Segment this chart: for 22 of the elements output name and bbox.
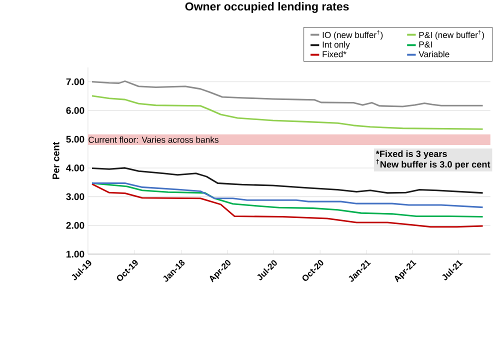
line-series	[91, 95, 484, 130]
line-series	[91, 80, 484, 108]
line-series	[91, 183, 484, 228]
legend-label: Int only	[322, 41, 350, 50]
chart-title: Owner occupied lending rates	[185, 2, 349, 13]
y-tick-label: 1.00	[66, 250, 84, 258]
legend-label: P&I (new buffer$^{†}$)	[419, 30, 484, 40]
y-tick-label: 6.00	[66, 107, 84, 114]
band-label: Current floor: Varies across banks	[88, 136, 218, 143]
line-series	[91, 182, 484, 208]
y-tick-label: 4.00	[66, 164, 84, 172]
y-tick-label: 3.00	[66, 193, 84, 200]
legend-label: IO (new buffer$^{†}$)	[322, 30, 383, 40]
annotation: $^{†}$New buffer is 3.0 per cent	[376, 159, 490, 170]
legend-label: Fixed*	[322, 50, 346, 58]
y-tick-label: 2.00	[66, 222, 84, 229]
y-axis-title: Per cent	[52, 142, 60, 180]
legend-label: P&I	[419, 41, 432, 48]
legend-label: Variable	[418, 50, 450, 58]
y-tick-label: 7.00	[66, 78, 84, 86]
y-tick-label: 5.00	[66, 136, 84, 143]
annotation: *Fixed is 3 years	[376, 150, 447, 159]
